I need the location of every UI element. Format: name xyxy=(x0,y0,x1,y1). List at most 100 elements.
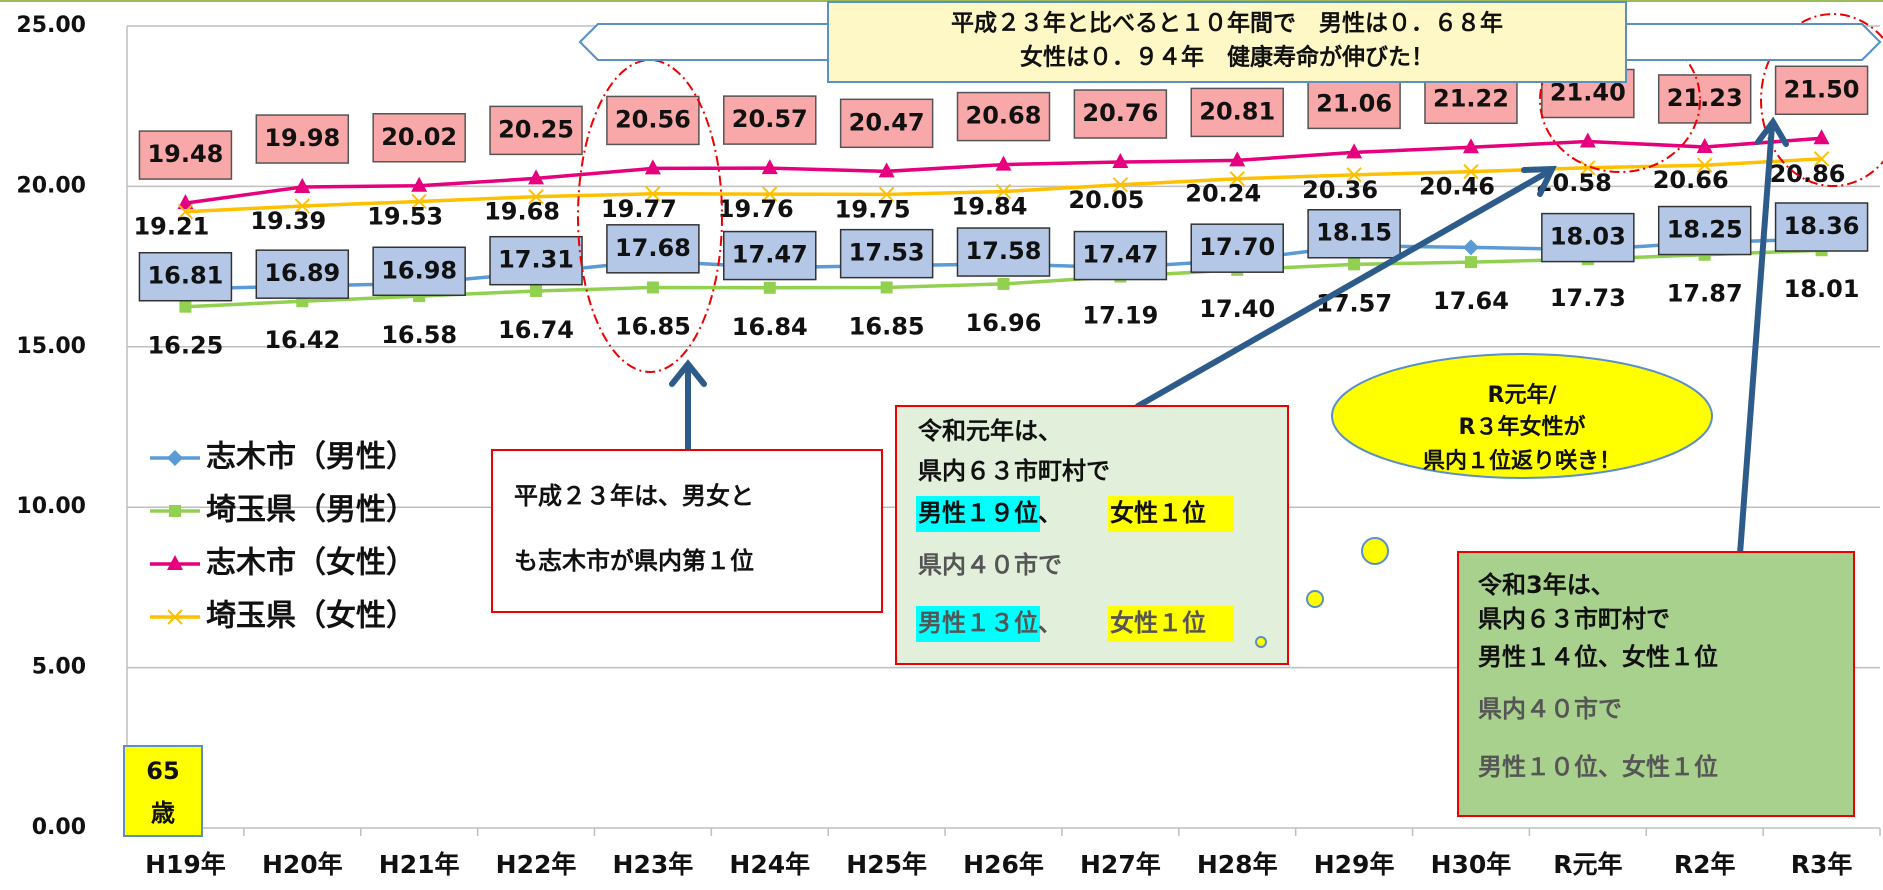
x-tick-label: H24年 xyxy=(729,850,810,879)
data-label: 19.84 xyxy=(952,193,1028,221)
data-label: 19.53 xyxy=(367,202,443,230)
marker xyxy=(647,281,659,293)
data-label: 20.76 xyxy=(1082,99,1158,127)
data-label: 16.25 xyxy=(147,332,223,360)
thought-bubble xyxy=(1362,538,1388,564)
data-label: 17.47 xyxy=(1082,241,1158,269)
data-label: 19.98 xyxy=(264,124,340,152)
data-label: 16.81 xyxy=(147,262,223,290)
data-label: 20.36 xyxy=(1302,176,1378,204)
banner-arrow-right xyxy=(1626,24,1880,60)
data-label: 17.40 xyxy=(1199,295,1275,323)
marker xyxy=(179,301,191,313)
note-text: 平成２３年は、男女と xyxy=(514,482,754,510)
data-label: 21.50 xyxy=(1784,75,1860,103)
data-label: 16.85 xyxy=(849,312,925,340)
data-label: 19.77 xyxy=(601,195,677,223)
data-label: 21.22 xyxy=(1433,84,1509,112)
data-label: 20.57 xyxy=(732,105,808,133)
data-label: 17.53 xyxy=(849,239,925,267)
data-label: 16.74 xyxy=(498,316,574,344)
banner-text: 平成２３年と比べると１０年間で 男性は０．６８年 xyxy=(951,10,1503,37)
data-label: 21.06 xyxy=(1316,89,1392,117)
note-text: 令和元年は、 xyxy=(918,417,1062,445)
data-label: 20.68 xyxy=(966,102,1042,130)
data-label: 20.66 xyxy=(1653,166,1729,194)
data-label: 19.21 xyxy=(133,213,209,241)
data-label: 20.56 xyxy=(615,105,691,133)
marker xyxy=(1463,239,1479,255)
data-label: 17.73 xyxy=(1550,284,1626,312)
data-label: 20.25 xyxy=(498,115,574,143)
banner-text: 女性は０．９４年 健康寿命が伸びた！ xyxy=(1020,44,1434,71)
note-text: 令和3年は、 xyxy=(1478,571,1615,599)
x-tick-label: H23年 xyxy=(613,850,694,879)
note-text: も志木市が県内第１位 xyxy=(514,547,754,575)
x-tick-label: H21年 xyxy=(379,850,460,879)
x-tick-label: H22年 xyxy=(496,850,577,879)
y-tick-label: 5.00 xyxy=(32,655,86,680)
thought-bubble xyxy=(1256,637,1266,647)
data-label: 16.58 xyxy=(381,321,457,349)
data-label: 17.87 xyxy=(1667,280,1743,308)
x-tick-label: H29年 xyxy=(1314,850,1395,879)
rank: 女性１位 xyxy=(1110,499,1206,527)
data-label: 17.70 xyxy=(1199,233,1275,261)
data-label: 17.64 xyxy=(1433,287,1509,315)
y-tick-label: 20.00 xyxy=(16,173,86,198)
note-text: 県内６３市町村で xyxy=(918,457,1110,485)
legend-label: 志木市（女性） xyxy=(206,546,416,581)
note-text: 男性１０位、女性１位 xyxy=(1478,753,1718,781)
data-label: 16.89 xyxy=(264,259,340,287)
banner-arrow-left xyxy=(580,24,828,60)
legend-label: 埼玉県（男性） xyxy=(206,493,416,528)
x-tick-label: R3年 xyxy=(1791,850,1853,879)
rank-sep: 、 xyxy=(1038,499,1062,527)
note-text: 県内６３市町村で xyxy=(1478,605,1670,633)
marker xyxy=(1814,129,1830,144)
data-label: 18.15 xyxy=(1316,219,1392,247)
legend-label: 志木市（男性） xyxy=(206,440,416,475)
data-label: 19.75 xyxy=(835,195,911,223)
marker xyxy=(1580,132,1596,147)
data-label: 20.24 xyxy=(1185,180,1261,208)
legend-label: 埼玉県（女性） xyxy=(206,599,416,634)
marker xyxy=(530,285,542,297)
thought-bubble xyxy=(1307,591,1323,607)
note-text: 県内４０市で xyxy=(1478,695,1622,723)
cloud-text: 県内１位返り咲き！ xyxy=(1423,448,1621,474)
x-tick-label: H27年 xyxy=(1080,850,1161,879)
y-tick-label: 10.00 xyxy=(16,494,86,519)
data-label: 18.25 xyxy=(1667,216,1743,244)
marker xyxy=(1465,256,1477,268)
data-label: 19.76 xyxy=(718,195,794,223)
marker xyxy=(998,278,1010,290)
y-tick-label: 25.00 xyxy=(16,13,86,38)
data-label: 16.84 xyxy=(732,313,808,341)
x-tick-label: H25年 xyxy=(846,850,927,879)
marker xyxy=(167,450,183,466)
x-tick-label: H28年 xyxy=(1197,850,1278,879)
rank: 男性１３位 xyxy=(918,609,1038,637)
note-box xyxy=(492,450,882,612)
rank: 男性１９位 xyxy=(918,499,1038,527)
rank-sep: 、 xyxy=(1038,609,1062,637)
y-tick-label: 0.00 xyxy=(32,815,86,840)
marker xyxy=(1348,258,1360,270)
arrow xyxy=(1740,126,1772,554)
x-tick-label: R元年 xyxy=(1553,850,1622,879)
data-label: 20.81 xyxy=(1199,97,1275,125)
data-label: 18.01 xyxy=(1784,275,1860,303)
marker xyxy=(169,505,181,517)
legend: 志木市（男性） 埼玉県（男性） 志木市（女性） 埼玉県（女性） xyxy=(150,440,416,634)
note-text: 男性１４位、女性１位 xyxy=(1478,643,1718,671)
data-label: 16.98 xyxy=(381,256,457,284)
data-label: 18.36 xyxy=(1784,212,1860,240)
data-label: 17.58 xyxy=(966,237,1042,265)
data-label: 17.31 xyxy=(498,246,574,274)
marker xyxy=(764,282,776,294)
note-text: 県内４０市で xyxy=(918,551,1062,579)
data-label: 20.05 xyxy=(1068,186,1144,214)
data-label: 19.48 xyxy=(147,140,223,168)
data-label: 16.42 xyxy=(264,326,340,354)
